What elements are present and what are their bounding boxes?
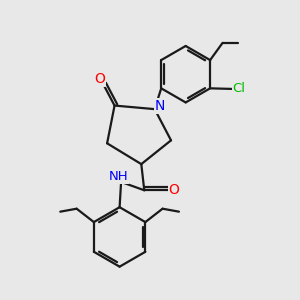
Text: NH: NH: [109, 170, 128, 183]
Text: O: O: [169, 183, 179, 197]
Text: Cl: Cl: [233, 82, 246, 95]
Text: O: O: [94, 72, 105, 86]
Text: N: N: [154, 99, 165, 112]
